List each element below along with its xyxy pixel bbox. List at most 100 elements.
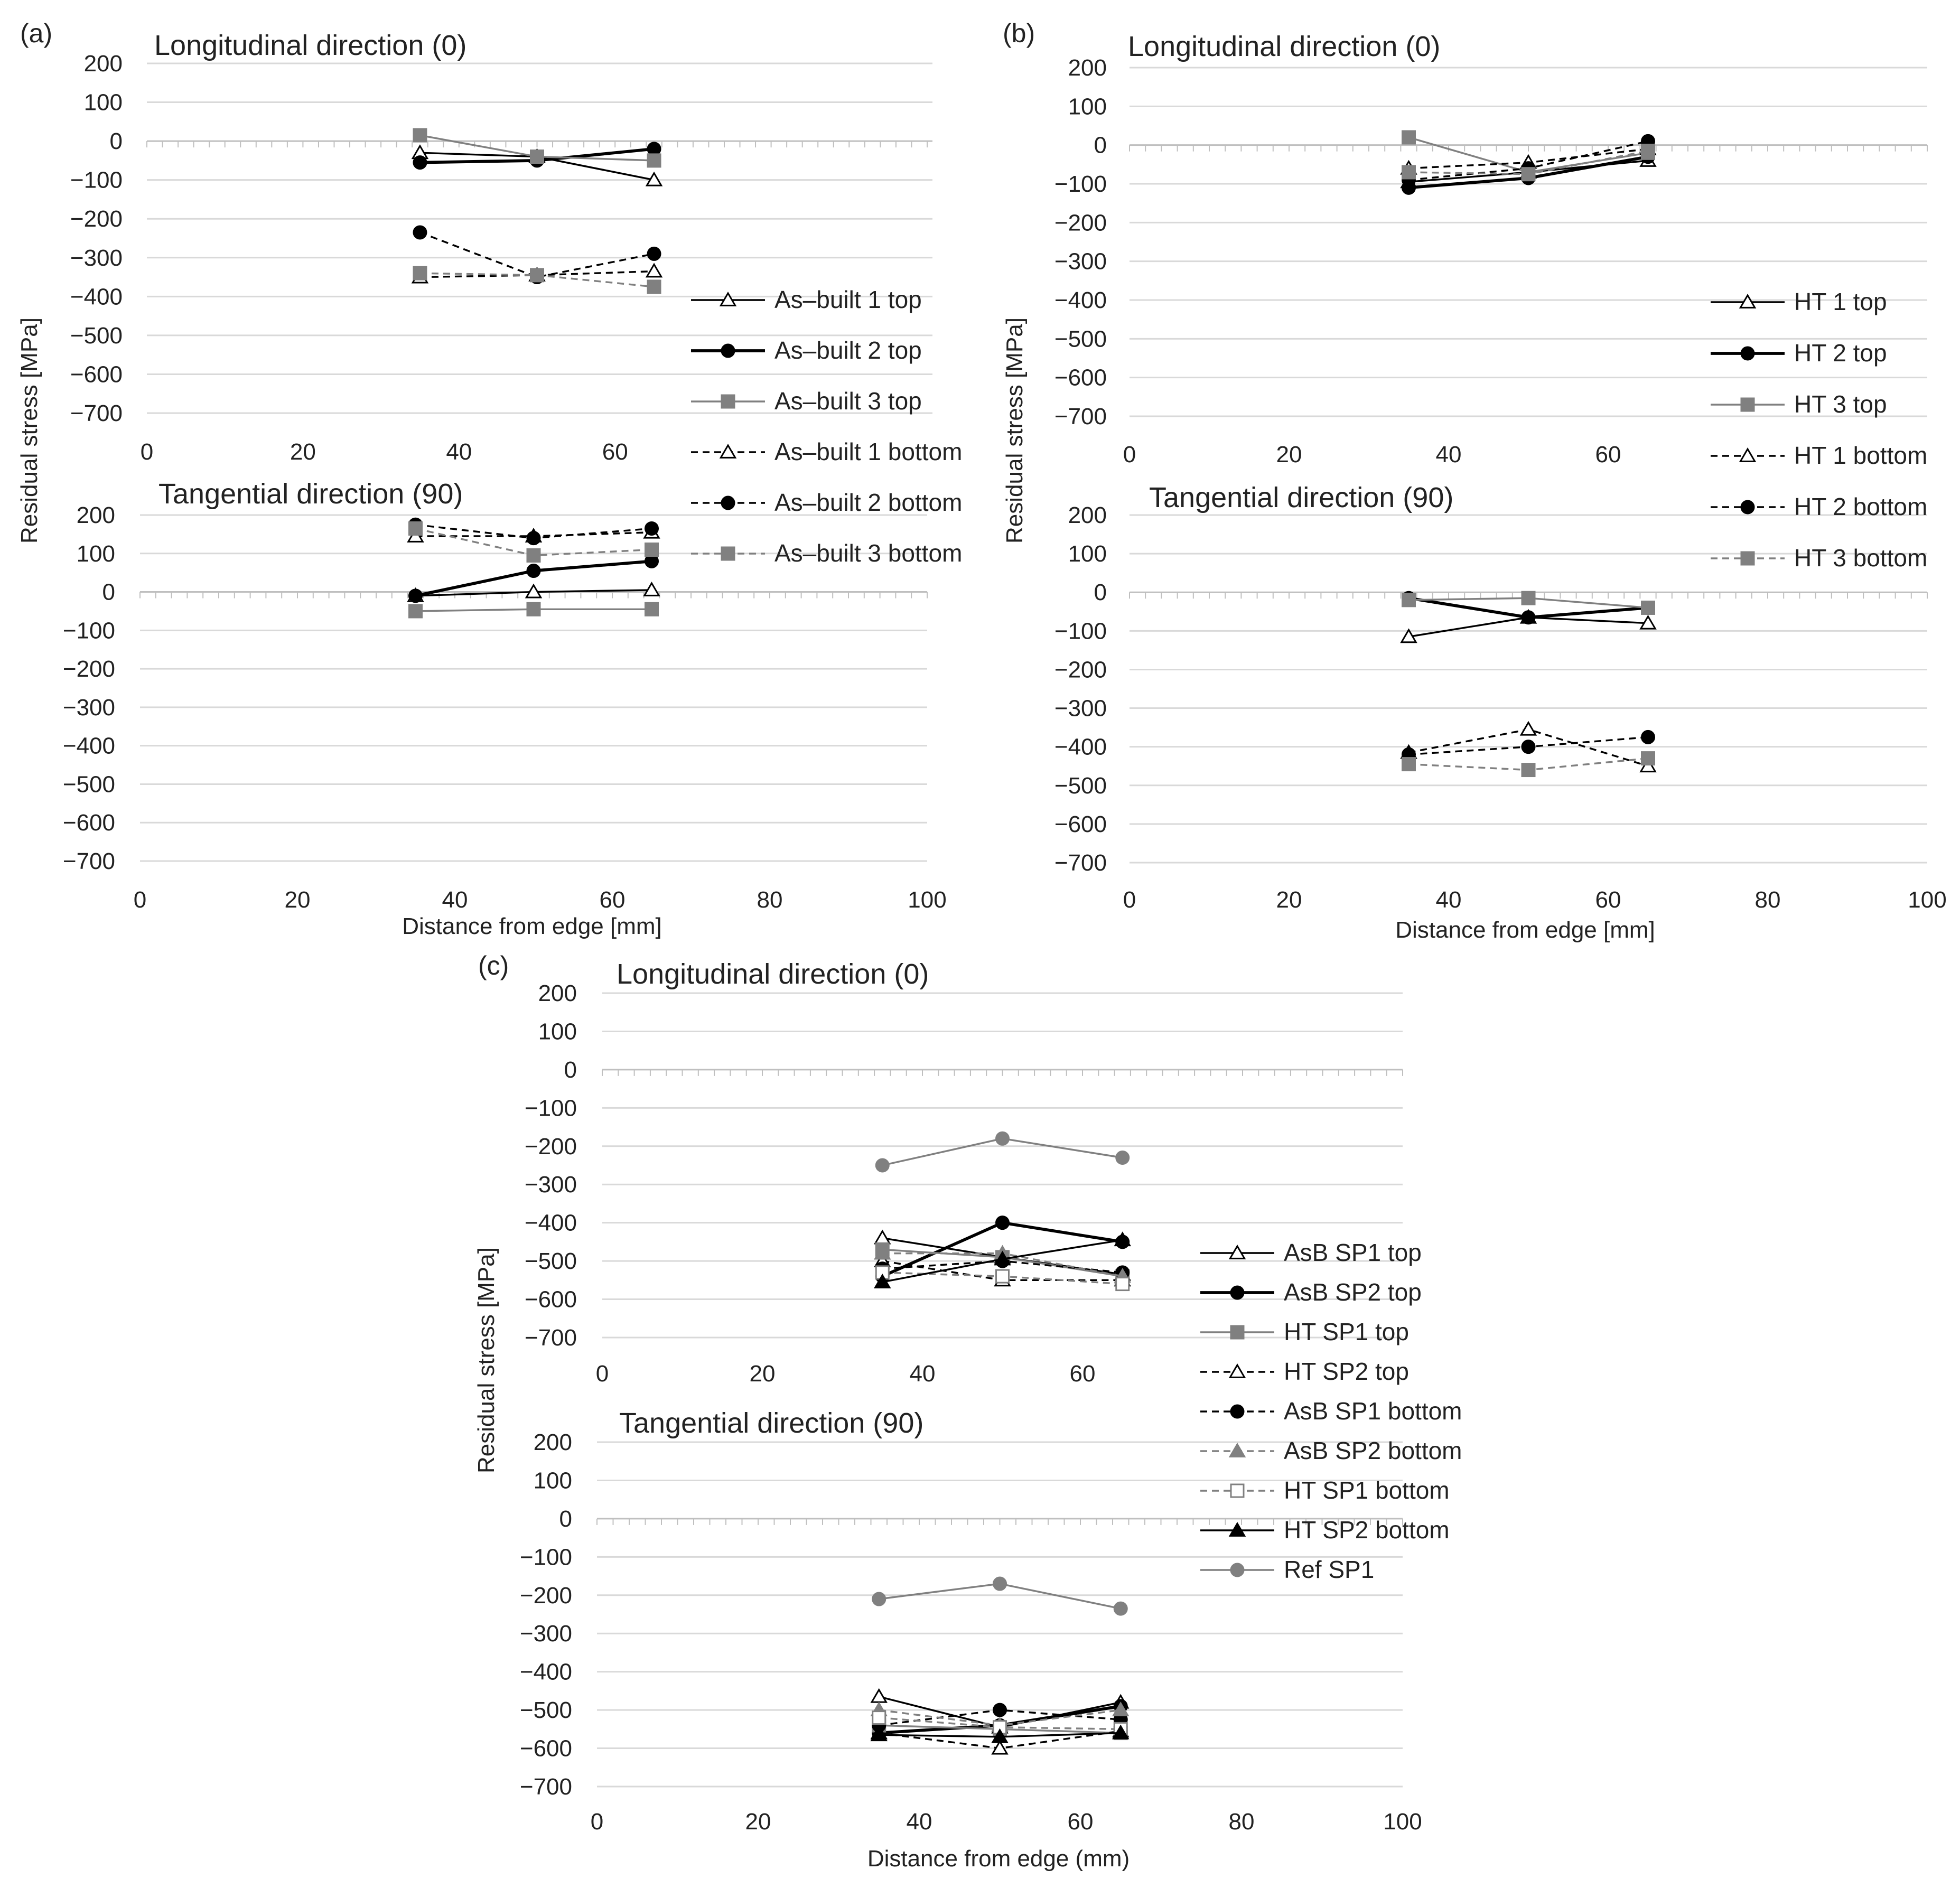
chart-b-longitudinal-point-ht-3-bottom-2 xyxy=(1641,144,1655,158)
legend-c-entry-ref-sp1: Ref SP1 xyxy=(1200,1556,1374,1583)
chart-c-longitudinal-xtick-label-0: 0 xyxy=(596,1361,609,1387)
legend-b-entry-ht-2-bottom: HT 2 bottom xyxy=(1711,493,1927,520)
chart-a-longitudinal-point-as-built-3-bottom-1 xyxy=(530,268,544,283)
chart-a-tangential-point-as-built-3-top-1 xyxy=(526,602,541,616)
chart-a-longitudinal-ytick-label-200: −200 xyxy=(70,206,123,232)
chart-c-longitudinal-xtick-label-60: 60 xyxy=(1070,1361,1096,1387)
chart-a-longitudinal-xtick-label-20: 20 xyxy=(290,439,316,465)
chart-a-longitudinal-point-as-built-3-bottom-0 xyxy=(413,266,427,281)
chart-b-longitudinal-ytick-label-600: −600 xyxy=(1054,365,1107,391)
legend-c-swatch-marker-ht-sp1-top xyxy=(1230,1325,1245,1340)
legend-a-entry-as-built-2-bottom: As–built 2 bottom xyxy=(691,489,962,516)
legend-b-swatch-marker-ht-1-top xyxy=(1739,294,1757,309)
chart-c-tangential-ytick-label-500: −500 xyxy=(520,1697,572,1723)
chart-a-tangential-xtick-label-0: 0 xyxy=(134,887,146,913)
chart-a-longitudinal-point-as-built-3-top-0 xyxy=(413,128,427,143)
chart-b-tangential-ytick-label-200: 200 xyxy=(1068,502,1107,528)
chart-b-tangential-point-ht-1-bottom-1 xyxy=(1519,721,1537,736)
chart-c-tangential-ytick-label-300: −300 xyxy=(520,1621,572,1647)
chart-c-tangential-point-asb-sp1-bottom-1 xyxy=(993,1703,1007,1717)
legend-b-entry-ht-3-top: HT 3 top xyxy=(1711,390,1887,418)
chart-a-tangential-series-as-built-2-top xyxy=(408,554,659,603)
chart-c-tangential-ytick-label-200: 200 xyxy=(534,1429,572,1455)
chart-c-tangential-series-ref-sp1 xyxy=(872,1576,1128,1616)
chart-c-tangential-point-ht-sp2-bottom-2 xyxy=(1112,1724,1130,1740)
chart-c-longitudinal-series-ht-sp2-bottom xyxy=(873,1231,1132,1288)
legend-c-label-asb-sp1-bottom: AsB SP1 bottom xyxy=(1284,1397,1462,1425)
chart-a-longitudinal: 200 100 0 −100 −200 −300 −400 −500 −600 −700 0 20 40… xyxy=(70,51,932,465)
legend-c-swatch-marker-ht-sp2-bottom xyxy=(1228,1522,1246,1537)
chart-c-longitudinal-ytick-label-600: −600 xyxy=(525,1287,577,1313)
chart-c-longitudinal-ytick-label-200: 200 xyxy=(538,980,577,1006)
chart-a-longitudinal-xtick-label-40: 40 xyxy=(446,439,472,465)
chart-c-tangential-point-ht-sp2-bottom-1 xyxy=(991,1728,1009,1743)
chart-title-a-tangential: Tangential direction (90) xyxy=(158,478,463,510)
legend-c-entry-asb-sp2-top: AsB SP2 top xyxy=(1200,1278,1422,1306)
chart-c-longitudinal-point-ref-sp1-2 xyxy=(1115,1151,1130,1165)
chart-b-tangential: 200 100 0 −100 −200 −300 −400 −500 −600 −700 0 20 40… xyxy=(1054,502,1947,913)
chart-a-longitudinal-point-as-built-2-top-0 xyxy=(413,155,427,170)
chart-a-tangential-series-as-built-2-bottom xyxy=(408,517,659,546)
chart-a-longitudinal-minor-ticks xyxy=(146,141,928,148)
chart-c-longitudinal-point-asb-sp2-top-1 xyxy=(995,1216,1010,1230)
chart-b-longitudinal-ytick-label-400: −400 xyxy=(1054,287,1107,313)
legend-c-swatch-marker-ht-sp2-top xyxy=(1228,1363,1246,1378)
legend-a-swatch-marker-as-built-2-top xyxy=(721,343,735,358)
chart-a-tangential-point-as-built-1-top-2 xyxy=(643,581,660,596)
legend-b-label-ht-2-bottom: HT 2 bottom xyxy=(1794,493,1927,520)
chart-b-longitudinal-point-ht-3-bottom-0 xyxy=(1402,165,1416,180)
chart-c-tangential-xtick-label-100: 100 xyxy=(1383,1809,1422,1835)
legend-c-swatch-marker-ref-sp1 xyxy=(1230,1563,1245,1577)
legend-a: As–built 1 top As–built 2 top As–built 3 t… xyxy=(691,286,962,567)
chart-c-tangential: 200 100 0 −100 −200 −300 −400 −500 −600 −700 0 20 40… xyxy=(520,1429,1422,1835)
chart-a-tangential-point-as-built-3-top-2 xyxy=(645,602,659,616)
chart-a-tangential-minor-ticks xyxy=(139,592,928,599)
chart-b-longitudinal-minor-ticks xyxy=(1129,145,1928,152)
chart-c-longitudinal-point-ref-sp1-0 xyxy=(875,1158,890,1173)
chart-c-longitudinal-xtick-label-20: 20 xyxy=(750,1361,776,1387)
chart-b-longitudinal-ytick-label-100: 100 xyxy=(1068,94,1107,119)
chart-b-tangential-point-ht-3-top-0 xyxy=(1402,593,1416,607)
chart-b-tangential-point-ht-2-bottom-1 xyxy=(1521,740,1536,754)
chart-b-longitudinal-ytick-label-200: 200 xyxy=(1068,55,1107,81)
chart-b-tangential-ytick-label-0: 0 xyxy=(1094,579,1107,605)
legend-b-entry-ht-1-top: HT 1 top xyxy=(1711,288,1887,315)
chart-a-longitudinal-ytick-label-0: 0 xyxy=(110,128,123,154)
ylabel-a: Residual stress [MPa] xyxy=(16,317,42,544)
chart-a-tangential-point-as-built-2-top-0 xyxy=(408,588,423,603)
legend-a-entry-as-built-3-top: As–built 3 top xyxy=(691,387,922,415)
chart-b-tangential-series-ht-3-bottom xyxy=(1402,751,1655,778)
chart-a-tangential-point-as-built-3-bottom-2 xyxy=(645,543,659,557)
legend-c: AsB SP1 top AsB SP2 top HT SP1 top HT SP2 t… xyxy=(1200,1239,1462,1583)
chart-c-tangential-ytick-label-100: −100 xyxy=(520,1544,572,1570)
chart-c-tangential-point-ht-sp2-top-1 xyxy=(991,1740,1009,1755)
xlabel-b: Distance from edge [mm] xyxy=(1395,917,1655,943)
chart-a-tangential-xtick-label-100: 100 xyxy=(908,887,946,913)
chart-a-tangential-point-as-built-3-bottom-0 xyxy=(408,521,423,536)
chart-a-longitudinal-point-as-built-1-top-2 xyxy=(645,171,663,186)
chart-c-longitudinal-minor-ticks xyxy=(602,1069,1403,1076)
chart-c-tangential-xtick-label-80: 80 xyxy=(1229,1809,1255,1835)
chart-b-tangential-xtick-label-80: 80 xyxy=(1755,887,1781,913)
legend-a-label-as-built-1-top: As–built 1 top xyxy=(774,286,922,313)
legend-a-swatch-marker-as-built-1-top xyxy=(719,292,737,306)
legend-b-swatch-marker-ht-1-bottom xyxy=(1739,447,1757,462)
chart-b-tangential-xtick-label-0: 0 xyxy=(1123,887,1136,913)
chart-b-tangential-ytick-label-200: −200 xyxy=(1054,657,1107,683)
chart-b-tangential-ytick-label-300: −300 xyxy=(1054,696,1107,722)
panel-label-c: (c) xyxy=(478,951,509,980)
legend-c-label-ht-sp2-bottom: HT SP2 bottom xyxy=(1284,1516,1450,1544)
legend-b-swatch-marker-ht-2-bottom xyxy=(1740,500,1755,515)
chart-b-longitudinal-ytick-label-200: −200 xyxy=(1054,210,1107,236)
chart-c-longitudinal-point-ht-sp2-bottom-2 xyxy=(1114,1231,1132,1247)
chart-b-longitudinal-ytick-label-300: −300 xyxy=(1054,249,1107,275)
chart-a-tangential-point-as-built-3-top-0 xyxy=(408,604,423,619)
chart-c-tangential-series-ht-sp2-bottom xyxy=(870,1724,1130,1743)
chart-c-longitudinal-point-asb-sp2-bottom-0 xyxy=(873,1245,891,1260)
chart-c-tangential-minor-ticks xyxy=(596,1518,1403,1525)
chart-a-tangential-xtick-label-20: 20 xyxy=(285,887,311,913)
chart-a-longitudinal-ytick-label-200: 200 xyxy=(84,51,123,77)
legend-b: HT 1 top HT 2 top HT 3 top HT 1 bottom HT 2 … xyxy=(1711,288,1927,572)
chart-a-tangential-ytick-label-200: 200 xyxy=(77,502,115,528)
legend-b-swatch-marker-ht-2-top xyxy=(1740,346,1755,361)
